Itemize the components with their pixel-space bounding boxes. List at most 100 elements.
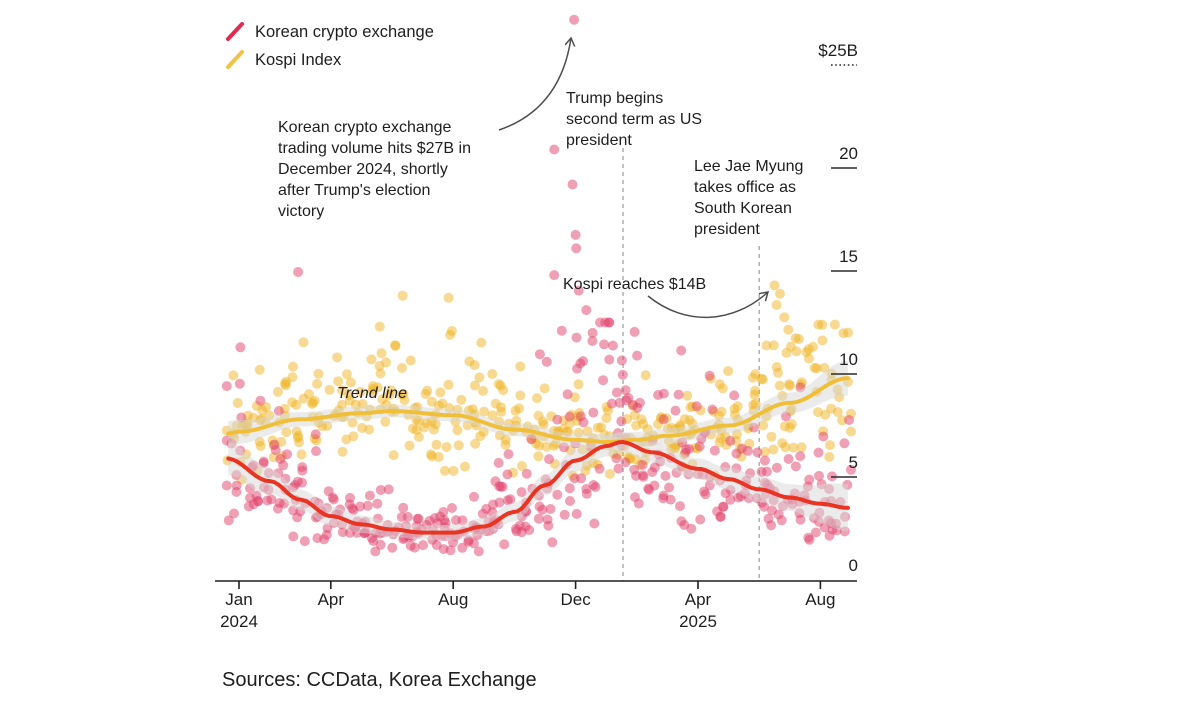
scatter-dot-crypto: [537, 504, 548, 515]
scatter-dot-kospi: [475, 431, 486, 442]
annotation-line: trading volume hits $27B in: [278, 140, 471, 157]
crypto-confidence-band: [228, 431, 848, 541]
annotation-line: Lee Jae Myung: [694, 158, 804, 175]
scatter-dot-crypto: [299, 536, 310, 547]
scatter-dot-crypto: [617, 369, 628, 380]
x-tick-label: Apr: [318, 590, 345, 609]
scatter-dot-kospi: [478, 386, 488, 396]
scatter-dot-crypto: [473, 546, 484, 557]
scatter-dot-kospi: [474, 372, 485, 383]
scatter-dot-kospi: [272, 386, 283, 397]
scatter-dot-kospi: [469, 380, 480, 391]
scatter-dot-crypto: [468, 538, 479, 549]
scatter-dot-crypto: [818, 431, 829, 442]
scatter-dot-crypto: [364, 490, 375, 501]
scatter-dot-kospi: [312, 378, 323, 389]
scatter-dot-kospi: [510, 405, 521, 416]
scatter-dot-kospi: [500, 434, 511, 445]
scatter-dot-kospi: [766, 431, 777, 442]
scatter-dot-kospi: [716, 406, 727, 417]
scatter-dot-crypto: [375, 539, 386, 550]
scatter-dot-crypto: [594, 463, 605, 474]
scatter-dot-crypto: [533, 513, 544, 524]
scatter-dot-crypto: [670, 405, 681, 416]
scatter-dot-crypto: [700, 489, 711, 500]
legend-label-kospi: Kospi Index: [255, 50, 342, 69]
scatter-dot-kospi: [682, 390, 693, 401]
scatter-dot-kospi: [723, 366, 734, 377]
scatter-dot-crypto: [223, 515, 234, 526]
scatter-dot-crypto: [229, 508, 239, 519]
scatter-dot-crypto: [311, 446, 321, 457]
scatter-dot-kospi: [515, 390, 526, 401]
scatter-dot-crypto-outlier: [549, 270, 560, 281]
annotation-line: South Korean: [694, 200, 792, 217]
scatter-dot-kospi: [479, 406, 490, 417]
scatter-dot-crypto-outlier: [634, 397, 645, 408]
scatter-dot-kospi: [768, 340, 779, 351]
scatter-dot-crypto: [273, 406, 284, 416]
scatter-dot-kospi: [380, 416, 391, 427]
scatter-dot-kospi-outlier: [445, 329, 456, 340]
scatter-dot-crypto: [578, 417, 589, 428]
scatter-dot-kospi: [476, 337, 487, 348]
scatter-dot-crypto: [409, 542, 420, 553]
scatter-dot-kospi: [397, 363, 407, 373]
scatter-dot-crypto: [675, 501, 685, 512]
scatter-dot-crypto-outlier: [556, 325, 567, 336]
scatter-dot-crypto: [660, 470, 671, 481]
scatter-dot-crypto: [327, 492, 338, 503]
scatter-dot-kospi: [228, 370, 239, 381]
scatter-dot-kospi: [817, 335, 828, 346]
scatter-dot-crypto: [632, 350, 643, 361]
scatter-dot-crypto: [544, 454, 554, 465]
scatter-dot-kospi: [846, 426, 856, 437]
scatter-dot-crypto: [684, 444, 695, 454]
scatter-dot-crypto: [297, 477, 307, 488]
scatter-dot-kospi: [420, 389, 431, 399]
scatter-dot-crypto: [429, 513, 440, 523]
x-year-label: 2024: [220, 612, 258, 631]
scatter-dot-crypto: [729, 390, 740, 401]
scatter-dot-kospi: [824, 451, 835, 462]
scatter-dot-kospi: [768, 444, 779, 455]
legend-item-kospi: Kospi Index: [224, 46, 434, 74]
scatter-dot-kospi: [640, 370, 651, 381]
scatter-dot-kospi: [456, 394, 467, 405]
scatter-dot-crypto: [590, 482, 601, 492]
scatter-dot-crypto: [362, 500, 373, 511]
scatter-dot-crypto: [658, 388, 669, 399]
scatter-dot-crypto: [633, 498, 644, 509]
scatter-dot-kospi: [758, 420, 769, 431]
scatter-dot-crypto: [499, 539, 510, 550]
scatter-dot-crypto: [372, 498, 383, 509]
x-year-label: 2025: [679, 612, 717, 631]
y-tick-label: 20: [839, 144, 858, 163]
scatter-dot-crypto-outlier: [604, 354, 615, 365]
scatter-dot-crypto: [649, 462, 660, 473]
scatter-dot-crypto: [337, 527, 348, 538]
scatter-dot-crypto: [269, 439, 280, 450]
scatter-dot-kospi: [366, 354, 377, 365]
scatter-dot-crypto: [221, 381, 232, 392]
scatter-dot-crypto: [282, 449, 293, 460]
scatter-dot-kospi: [533, 451, 544, 462]
scatter-dot-crypto: [599, 339, 610, 350]
scatter-dot-crypto: [695, 514, 706, 525]
scatter-dot-crypto: [623, 393, 634, 403]
scatter-dot-kospi-outlier: [794, 334, 804, 344]
scatter-dot-kospi: [747, 372, 758, 383]
scatter-dot-crypto: [243, 501, 254, 512]
scatter-dot-crypto: [589, 518, 600, 529]
scatter-dot-kospi: [419, 422, 430, 433]
scatter-dot-kospi: [309, 395, 320, 406]
scatter-dot-crypto: [564, 411, 575, 422]
scatter-dot-kospi: [469, 360, 480, 371]
crypto-scatter-points: [221, 14, 856, 557]
kospi-trend-line: [226, 376, 850, 445]
annotation-line: victory: [278, 203, 325, 220]
annotation-line: president: [694, 221, 760, 238]
scatter-dot-kospi: [342, 369, 352, 380]
scatter-dot-kospi: [537, 416, 548, 427]
